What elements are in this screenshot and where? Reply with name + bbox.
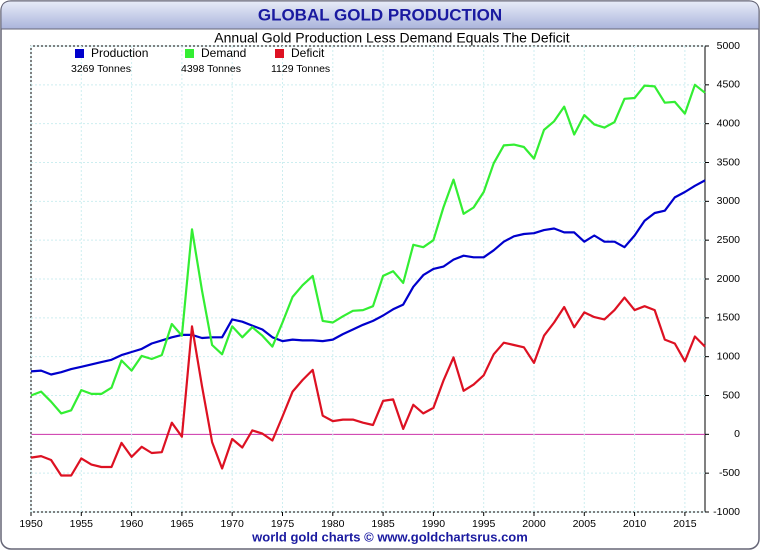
- y-tick-label: 1500: [717, 312, 741, 324]
- y-tick-label: 1000: [717, 350, 741, 362]
- x-tick-label: 1965: [170, 518, 194, 530]
- legend-swatch: [75, 49, 84, 58]
- chart-title: GLOBAL GOLD PRODUCTION: [258, 5, 502, 24]
- y-tick-label: 4500: [717, 79, 741, 91]
- x-tick-label: 2010: [623, 518, 647, 530]
- x-tick-label: 1975: [271, 518, 295, 530]
- y-tick-label: 2000: [717, 273, 741, 285]
- x-tick-label: 1960: [120, 518, 144, 530]
- series-line: [30, 83, 706, 415]
- x-tick-label: 1970: [221, 518, 245, 530]
- x-tick-label: 1990: [422, 518, 446, 530]
- legend-swatch: [185, 49, 194, 58]
- series-line: [30, 179, 706, 376]
- legend-value: 3269 Tonnes: [71, 63, 131, 75]
- y-tick-label: 0: [734, 428, 740, 440]
- series-line: [30, 296, 706, 477]
- x-tick-label: 1995: [472, 518, 496, 530]
- y-tick-label: 2500: [717, 234, 741, 246]
- y-tick-label: -500: [719, 467, 740, 479]
- y-tick-label: 4000: [717, 117, 741, 129]
- y-tick-label: 5000: [717, 40, 741, 52]
- legend-value: 1129 Tonnes: [271, 63, 330, 75]
- x-tick-label: 1985: [371, 518, 395, 530]
- legend-label: Deficit: [291, 46, 325, 60]
- legend-value: 4398 Tonnes: [181, 63, 241, 75]
- x-tick-label: 2000: [522, 518, 546, 530]
- x-tick-label: 1955: [70, 518, 94, 530]
- legend-label: Demand: [201, 46, 246, 60]
- legend-label: Production: [91, 46, 148, 60]
- x-tick-label: 2005: [573, 518, 597, 530]
- y-tick-label: 3500: [717, 156, 741, 168]
- header-bar: [0, 0, 760, 30]
- y-tick-label: -1000: [713, 506, 740, 518]
- x-tick-label: 1950: [19, 518, 43, 530]
- y-tick-label: 500: [722, 389, 740, 401]
- y-tick-label: 3000: [717, 195, 741, 207]
- footer: world gold charts © www.goldchartsrus.co…: [251, 529, 528, 544]
- legend-swatch: [275, 49, 284, 58]
- chart-subtitle: Annual Gold Production Less Demand Equal…: [214, 30, 569, 46]
- x-tick-label: 1980: [321, 518, 345, 530]
- x-tick-label: 2015: [673, 518, 697, 530]
